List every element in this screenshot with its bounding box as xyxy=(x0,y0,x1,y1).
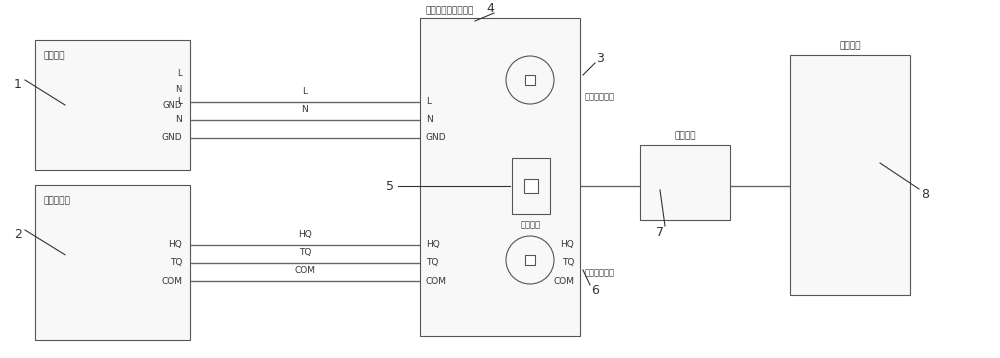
Circle shape xyxy=(506,236,554,284)
Bar xyxy=(790,55,910,295)
Text: GND: GND xyxy=(161,134,182,142)
Bar xyxy=(525,255,535,265)
Text: HQ: HQ xyxy=(560,241,574,250)
Text: 6: 6 xyxy=(591,284,599,296)
Text: TQ: TQ xyxy=(426,258,438,267)
Text: N: N xyxy=(175,116,182,125)
Text: 储能开关: 储能开关 xyxy=(521,220,541,229)
Text: 开关特性仳: 开关特性仳 xyxy=(43,196,70,205)
Bar xyxy=(525,75,535,85)
Text: N: N xyxy=(302,105,308,114)
Text: 7: 7 xyxy=(656,226,664,238)
Text: 4: 4 xyxy=(486,1,494,15)
Text: 航空插头: 航空插头 xyxy=(674,131,696,140)
Text: COM: COM xyxy=(294,266,316,275)
Text: GND: GND xyxy=(163,102,182,111)
Text: COM: COM xyxy=(426,276,447,285)
Text: L: L xyxy=(426,97,431,106)
Bar xyxy=(512,158,550,214)
Text: COM: COM xyxy=(161,276,182,285)
Text: TQ: TQ xyxy=(562,258,574,267)
Bar xyxy=(524,179,538,193)
Text: N: N xyxy=(176,86,182,95)
Text: 3: 3 xyxy=(596,52,604,64)
Text: HQ: HQ xyxy=(426,241,440,250)
Text: TQ: TQ xyxy=(299,248,311,257)
Text: L: L xyxy=(302,87,308,96)
Bar xyxy=(640,145,730,220)
Text: 2: 2 xyxy=(14,228,22,242)
Bar xyxy=(35,40,190,170)
Text: 5: 5 xyxy=(386,179,394,193)
Text: 8: 8 xyxy=(921,189,929,202)
Text: COM: COM xyxy=(553,276,574,285)
Circle shape xyxy=(506,56,554,104)
Text: L: L xyxy=(177,97,182,106)
Bar xyxy=(420,18,580,336)
Text: 档位选择开关: 档位选择开关 xyxy=(585,92,615,101)
Text: HQ: HQ xyxy=(168,241,182,250)
Text: L: L xyxy=(177,69,182,78)
Text: GND: GND xyxy=(426,134,447,142)
Text: 开关手车特性试验仪: 开关手车特性试验仪 xyxy=(425,6,473,15)
Text: TQ: TQ xyxy=(170,258,182,267)
Text: 开关手车: 开关手车 xyxy=(839,41,861,50)
Bar xyxy=(35,185,190,340)
Text: N: N xyxy=(426,116,433,125)
Text: HQ: HQ xyxy=(298,230,312,239)
Text: 三孔插座: 三孔插座 xyxy=(43,51,64,60)
Text: 解除闭锁按钮: 解除闭锁按钮 xyxy=(585,268,615,277)
Text: 1: 1 xyxy=(14,78,22,92)
